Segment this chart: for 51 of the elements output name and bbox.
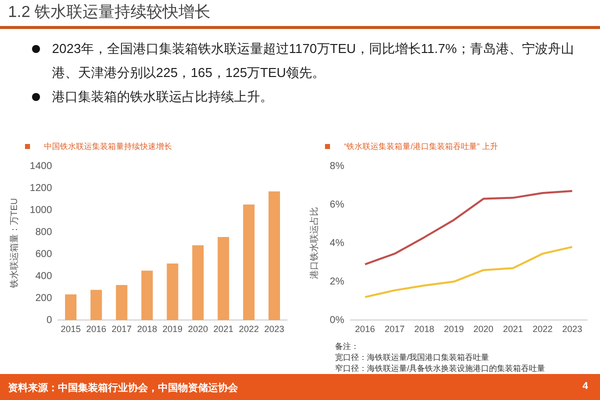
y-tick-label: 1400 <box>30 160 52 172</box>
x-tick-label: 2020 <box>473 324 494 334</box>
bar <box>116 284 128 320</box>
y-tick-label: 600 <box>35 248 52 260</box>
text: 4 <box>582 381 588 392</box>
chart-title: 中国铁水联运集装箱量持续快速增长 <box>44 142 172 151</box>
y-tick-label: 800 <box>35 226 52 238</box>
x-tick-label: 2021 <box>503 324 524 334</box>
y-axis-title: 铁水联运箱量：万TEU <box>8 198 19 290</box>
text: 备注： <box>335 341 360 352</box>
y-tick-label: 0 <box>46 314 52 326</box>
text: 1.2 铁水联运量持续较快增长 <box>0 0 600 29</box>
y-tick-label: 0% <box>330 314 344 326</box>
y-tick-label: 400 <box>35 270 52 282</box>
x-tick-label: 2021 <box>213 324 234 334</box>
bar <box>90 290 102 320</box>
x-tick-label: 2019 <box>444 324 464 334</box>
text: 2023年，全国港口集装箱铁水联运量超过1170万TEU，同比增长11.7%；青岛港、宁波舟山港、天津港分别以225，165，125万TEU领先。 <box>52 41 574 80</box>
x-tick-label: 2023 <box>264 324 284 334</box>
y-tick-label: 1200 <box>30 182 52 194</box>
x-tick-label: 2022 <box>532 324 553 334</box>
x-tick-label: 2016 <box>355 324 376 334</box>
x-tick-label: 2018 <box>137 324 158 334</box>
x-tick-label: 2015 <box>60 324 81 334</box>
text: 资料来源：中国集装箱行业协会，中国物资储运协会 <box>8 382 238 395</box>
y-tick-label: 2% <box>330 276 344 288</box>
chart-title: “铁水联运集装箱量/港口集装箱吞吐量” 上升 <box>344 142 498 151</box>
bar <box>243 204 255 320</box>
bar <box>141 270 153 320</box>
text: 窄口径：海铁联运量/具备铁水换装设施港口的集装箱吞吐量 <box>335 363 546 374</box>
bar <box>218 237 230 320</box>
y-tick-label: 6% <box>330 199 344 210</box>
x-tick-label: 2023 <box>562 324 582 334</box>
bar <box>65 294 76 320</box>
x-tick-label: 2017 <box>384 324 405 334</box>
x-tick-label: 2018 <box>414 324 434 334</box>
bar <box>166 263 178 320</box>
x-tick-label: 2022 <box>238 324 259 334</box>
x-tick-label: 2017 <box>112 324 132 334</box>
x-tick-label: 2020 <box>188 324 208 334</box>
y-tick-label: 4% <box>330 238 344 249</box>
y-axis-title: 港口铁水联运占比 <box>308 207 319 280</box>
x-tick-label: 2019 <box>162 324 183 334</box>
text: 港口集装箱的铁水联运占比持续上升。 <box>52 89 273 104</box>
y-tick-label: 200 <box>35 292 52 304</box>
y-tick-label: 8% <box>330 160 344 172</box>
bar <box>192 245 204 320</box>
x-tick-label: 2016 <box>86 324 106 334</box>
text: 宽口径：海铁联运量/我国港口集装箱吞吐量 <box>335 352 490 363</box>
bar <box>268 191 280 320</box>
y-tick-label: 1000 <box>30 204 52 216</box>
